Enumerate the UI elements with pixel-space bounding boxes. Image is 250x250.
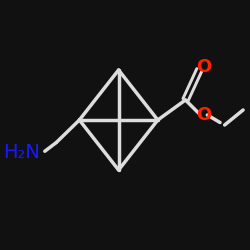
Text: H₂N: H₂N bbox=[3, 143, 40, 162]
Text: O: O bbox=[196, 58, 212, 76]
Text: O: O bbox=[196, 106, 212, 124]
